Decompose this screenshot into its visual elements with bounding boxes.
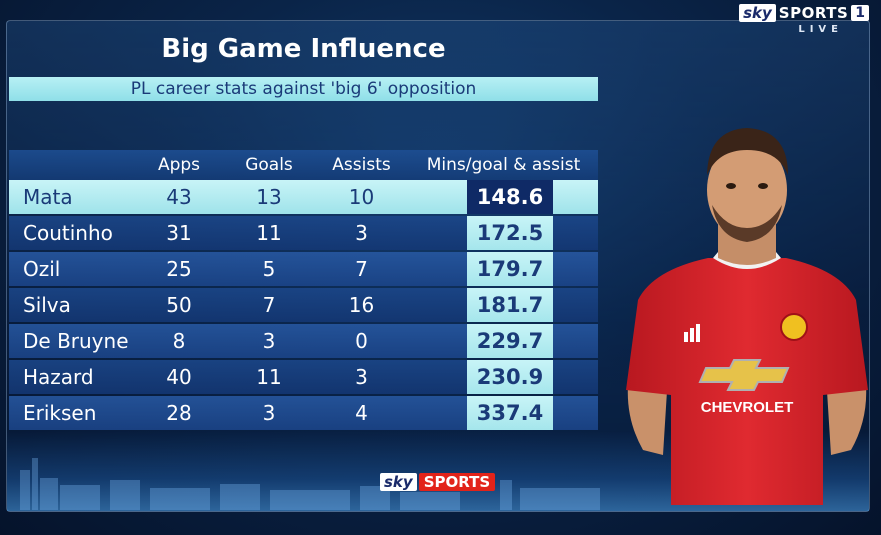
player-cutout: CHEVROLET xyxy=(626,128,868,505)
apps-value: 25 xyxy=(166,257,192,281)
channel-number: 1 xyxy=(851,5,869,21)
footer-sky-text: sky xyxy=(380,473,417,491)
graphic-title: Big Game Influence xyxy=(161,34,446,64)
goals-value: 5 xyxy=(262,257,276,281)
header-mins-per-goal-assist: Mins/goal & assist xyxy=(426,155,581,175)
goals-value: 11 xyxy=(256,221,282,245)
assists-value: 7 xyxy=(355,257,368,281)
player-name: Hazard xyxy=(23,365,94,389)
mins-per-goal-assist-value: 148.6 xyxy=(467,180,553,214)
apps-value: 50 xyxy=(166,293,192,317)
apps-value: 40 xyxy=(166,365,192,389)
player-name: Mata xyxy=(23,185,73,209)
assists-value: 16 xyxy=(348,293,375,317)
player-name: Eriksen xyxy=(23,401,97,425)
goals-value: 11 xyxy=(256,365,282,389)
sky-sports-footer-logo: sky SPORTS xyxy=(380,473,496,491)
table-row: De Bruyne 8 3 0 229.7 xyxy=(9,324,598,358)
apps-value: 31 xyxy=(166,221,192,245)
apps-value: 43 xyxy=(166,185,192,209)
header-name xyxy=(9,150,139,180)
sky-logo-text: sky xyxy=(739,4,776,22)
apps-value: 8 xyxy=(172,329,186,353)
header-assists: Assists xyxy=(332,155,391,175)
player-name: De Bruyne xyxy=(23,329,129,353)
shirt-sponsor-text: CHEVROLET xyxy=(701,399,794,416)
player-name: Coutinho xyxy=(23,221,113,245)
assists-value: 3 xyxy=(355,365,368,389)
mins-per-goal-assist-value: 172.5 xyxy=(467,216,553,250)
sky-sports-channel-logo: sky SPORTS 1 xyxy=(739,4,869,22)
table-row: Coutinho 31 11 3 172.5 xyxy=(9,216,598,250)
mins-per-goal-assist-value: 179.7 xyxy=(467,252,553,286)
footer-sports-text: SPORTS xyxy=(418,473,496,491)
mins-per-goal-assist-value: 181.7 xyxy=(467,288,553,322)
goals-value: 3 xyxy=(262,329,276,353)
live-indicator: LIVE xyxy=(798,24,843,35)
header-goals: Goals xyxy=(245,155,293,175)
graphic-subtitle: PL career stats against 'big 6' oppositi… xyxy=(9,77,598,101)
goals-value: 7 xyxy=(262,293,276,317)
assists-value: 0 xyxy=(355,329,368,353)
table-header: Apps Goals Assists Mins/goal & assist xyxy=(9,150,598,180)
assists-value: 10 xyxy=(348,185,375,209)
player-name: Silva xyxy=(23,293,71,317)
apps-value: 28 xyxy=(166,401,192,425)
mins-per-goal-assist-value: 337.4 xyxy=(467,396,553,430)
table-row: Silva 50 7 16 181.7 xyxy=(9,288,598,322)
table-row: Ozil 25 5 7 179.7 xyxy=(9,252,598,286)
mins-per-goal-assist-value: 229.7 xyxy=(467,324,553,358)
player-name: Ozil xyxy=(23,257,61,281)
assists-value: 3 xyxy=(355,221,368,245)
header-apps: Apps xyxy=(157,155,201,175)
table-row: Hazard 40 11 3 230.9 xyxy=(9,360,598,394)
goals-value: 13 xyxy=(256,185,282,209)
table-row: Eriksen 28 3 4 337.4 xyxy=(9,396,598,430)
mins-per-goal-assist-value: 230.9 xyxy=(467,360,553,394)
table-row: Mata 43 13 10 148.6 xyxy=(9,180,598,214)
goals-value: 3 xyxy=(262,401,276,425)
city-skyline-decoration xyxy=(20,458,600,510)
assists-value: 4 xyxy=(355,401,368,425)
sports-logo-text: SPORTS xyxy=(778,4,849,22)
